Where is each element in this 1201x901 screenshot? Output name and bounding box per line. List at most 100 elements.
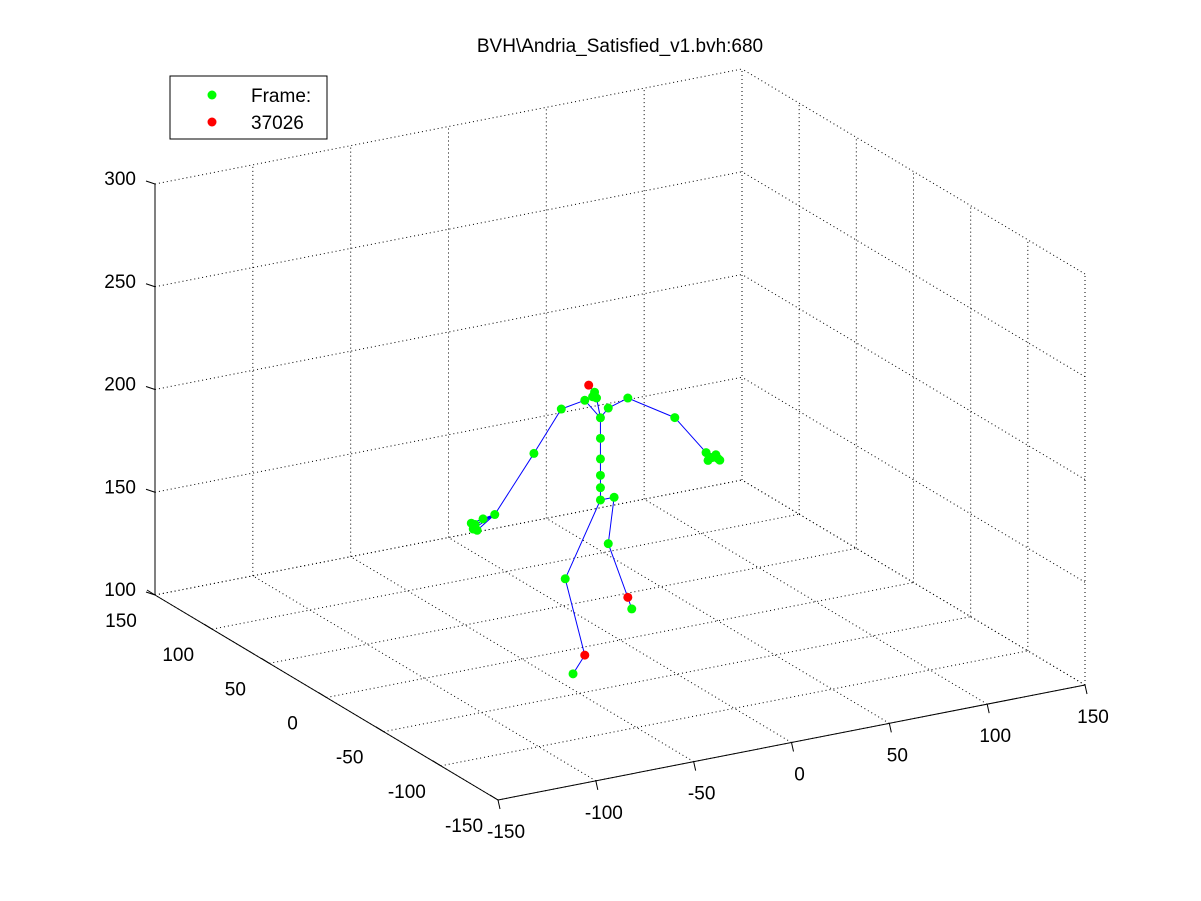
- y-tick-label: 100: [162, 645, 194, 666]
- grid-backwall-z: [154, 376, 743, 493]
- bone-shoulder_l-elbow_l: [533, 408, 562, 454]
- joint-hand_l5: [466, 518, 476, 528]
- grid-floor-x: [546, 517, 890, 724]
- joint-hand_l1: [478, 514, 488, 524]
- joint-knee_r: [603, 539, 613, 549]
- legend: Frame: 37026: [169, 75, 328, 140]
- y-tick-label: 50: [225, 679, 246, 700]
- joint-head3: [590, 387, 600, 397]
- joint-hips: [595, 495, 605, 505]
- x-tick-mark: [986, 704, 990, 714]
- grid-sidewall-z: [741, 171, 1086, 378]
- bone-elbow_r-wrist_r: [674, 417, 707, 453]
- grid-floor-y: [383, 616, 971, 733]
- joint-hand_r5: [703, 455, 713, 465]
- legend-label-number: 37026: [251, 113, 304, 134]
- y-tick-label: 0: [287, 714, 298, 735]
- joint-hip_r: [609, 492, 619, 502]
- grid-floor-x: [448, 537, 792, 743]
- joint-shoulder_l: [556, 404, 566, 414]
- x-tick-label: -50: [688, 784, 715, 805]
- y-tick-mark: [489, 794, 499, 801]
- bone-hip_r-knee_r: [607, 497, 615, 544]
- joint-knee_l: [560, 574, 570, 584]
- tick-labels: -150 -100 -50 0 50 100 150 -150 -100 -50 0 50 100 150…: [104, 169, 1109, 843]
- y-tick-mark: [318, 692, 327, 698]
- z-tick-mark: [145, 180, 156, 185]
- joint-shoulder_r: [623, 393, 633, 403]
- x-tick-label: -150: [487, 822, 525, 843]
- z-tick-label: 100: [104, 580, 136, 601]
- y-tick-label: -100: [388, 782, 426, 803]
- x-tick-mark: [888, 723, 892, 733]
- grid-floor-x: [350, 556, 694, 763]
- x-tick-label: 150: [1077, 707, 1109, 728]
- grid-sidewall-z: [741, 68, 1086, 275]
- z-tick-mark: [145, 591, 156, 596]
- joint-clav_l: [580, 395, 590, 405]
- x-tick-label: 100: [979, 726, 1011, 747]
- joint-spine4: [595, 433, 605, 443]
- grid-floor-y: [269, 547, 857, 664]
- joint-spine1: [595, 483, 605, 493]
- bone-hips-knee_l: [564, 499, 601, 580]
- joint-elbow_l: [529, 448, 539, 458]
- grid-layer: [154, 68, 1086, 801]
- skeleton-bones: [471, 384, 721, 675]
- y-tick-label: -50: [336, 748, 363, 769]
- legend-marker-frame: [207, 90, 217, 100]
- joint-ankle_l: [580, 650, 590, 660]
- joint-ankle_r: [623, 592, 633, 602]
- bone-shoulder_r-elbow_r: [627, 397, 675, 419]
- bone-elbow_l-wrist_l: [494, 453, 535, 515]
- joint-hand_r4: [715, 455, 725, 465]
- x-tick-label: 0: [794, 765, 805, 786]
- chart-title: BVH\Andria_Satisfied_v1.bvh:680: [477, 36, 763, 57]
- joint-toe_r: [627, 604, 637, 614]
- x-tick-mark: [1084, 684, 1088, 695]
- x-tick-mark: [693, 761, 697, 771]
- joint-neck: [595, 413, 605, 423]
- y-tick-mark: [375, 726, 384, 733]
- skeleton-joints: [466, 380, 725, 679]
- y-tick-label: 150: [105, 611, 137, 632]
- grid-floor-y: [326, 582, 914, 698]
- joint-wrist_r: [701, 448, 711, 458]
- grid-floor-y: [440, 650, 1028, 767]
- y-tick-mark: [261, 657, 270, 664]
- z-tick-label: 250: [104, 272, 136, 293]
- grid-floor-x: [252, 575, 597, 782]
- legend-label-frame: Frame:: [251, 86, 311, 107]
- grid-sidewall-z: [741, 274, 1086, 480]
- x-tick-mark: [595, 780, 599, 790]
- joint-clav_r: [603, 403, 613, 413]
- joint-elbow_r: [670, 413, 680, 423]
- z-tick-mark: [145, 386, 156, 390]
- bone-knee_l-ankle_l: [564, 578, 586, 656]
- grid-sidewall-z: [741, 479, 1086, 686]
- z-tick-label: 150: [104, 477, 136, 498]
- z-tick-mark: [145, 283, 156, 288]
- y-tick-mark: [432, 760, 442, 767]
- joint-spine3: [595, 454, 605, 464]
- x-tick-mark: [497, 799, 501, 810]
- grid-backwall-z: [154, 274, 743, 390]
- bone-knee_r-ankle_r: [607, 543, 629, 598]
- x-tick-mark: [791, 742, 794, 752]
- grid-floor-x: [643, 498, 988, 705]
- grid-sidewall-z: [741, 376, 1086, 583]
- legend-box: [169, 75, 328, 140]
- x-tick-label: 50: [887, 745, 908, 766]
- y-tick-label: -150: [445, 816, 483, 837]
- z-tick-label: 300: [104, 169, 136, 190]
- z-tick-mark: [145, 488, 156, 493]
- x-tick-label: -100: [585, 803, 623, 824]
- joint-hand_l4: [472, 525, 482, 535]
- y-tick-mark: [203, 623, 213, 630]
- joint-spine2: [595, 470, 605, 480]
- z-tick-label: 200: [104, 375, 136, 396]
- axes-layer: [145, 180, 1088, 810]
- joint-head_end: [584, 380, 594, 390]
- joint-wrist_l: [490, 510, 500, 520]
